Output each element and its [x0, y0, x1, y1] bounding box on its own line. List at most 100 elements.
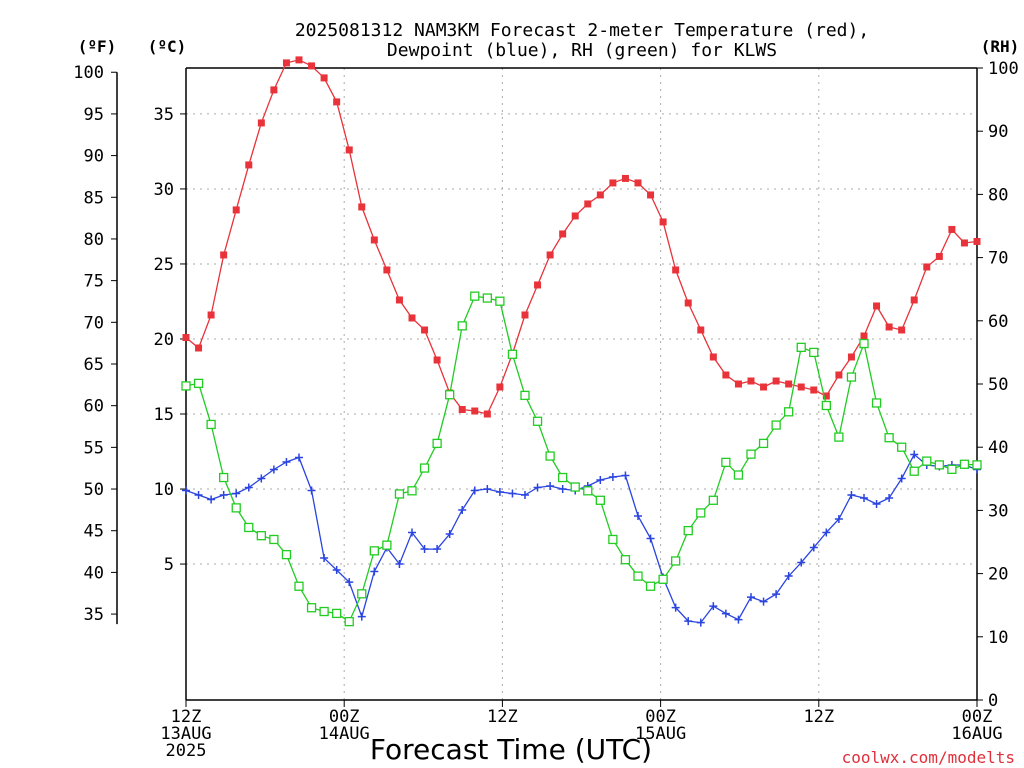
- temperature-point: [873, 302, 881, 310]
- dewpoint-point: [897, 474, 906, 483]
- temperature-point: [923, 263, 931, 271]
- fahrenheit-tick-label: 100: [73, 63, 104, 83]
- temperature-point: [822, 392, 830, 400]
- celsius-tick-label: 15: [154, 405, 174, 425]
- temperature-point: [383, 266, 391, 274]
- temperature-point: [810, 386, 818, 394]
- rh-point: [922, 456, 932, 466]
- rh-point: [231, 503, 241, 513]
- dewpoint-point: [834, 515, 843, 524]
- rh-point: [457, 321, 467, 331]
- rh-point: [821, 400, 831, 411]
- dewpoint-point: [508, 489, 517, 498]
- dewpoint-point: [194, 491, 203, 500]
- rh-point: [445, 390, 455, 400]
- temperature-point: [308, 62, 316, 70]
- rh-tick-label: 80: [988, 185, 1008, 205]
- fahrenheit-tick-label: 80: [84, 230, 104, 250]
- celsius-tick-label: 30: [154, 180, 174, 200]
- temperature-point: [270, 86, 278, 94]
- temperature-point: [282, 59, 290, 67]
- rh-point: [357, 589, 367, 599]
- dewpoint-point: [860, 494, 868, 503]
- rh-point: [382, 540, 392, 550]
- time-tick-label: 16AUG: [951, 724, 1002, 744]
- dewpoint-point: [608, 473, 617, 482]
- temperature-point: [847, 353, 855, 361]
- fahrenheit-tick-label: 90: [84, 147, 104, 167]
- time-tick-label: 13AUG: [160, 724, 211, 744]
- celsius-tick-label: 25: [154, 255, 174, 275]
- rh-point: [470, 291, 480, 301]
- temperature-point: [333, 98, 341, 106]
- dewpoint-point: [596, 476, 605, 485]
- temperature-point: [207, 311, 215, 319]
- rh-point: [846, 372, 857, 382]
- time-tick-label: 12Z: [487, 707, 518, 727]
- celsius-unit-label: (ºC): [148, 37, 187, 56]
- rh-tick-label: 90: [988, 122, 1008, 142]
- rh-unit-label: (RH): [981, 37, 1020, 56]
- dewpoint-point: [307, 486, 316, 495]
- dewpoint-point: [671, 603, 680, 612]
- celsius-tick-label: 10: [154, 480, 174, 500]
- rh-line: [185, 295, 978, 623]
- rh-point: [193, 378, 204, 389]
- dewpoint-point: [458, 506, 467, 515]
- rh-tick-label: 20: [988, 565, 1008, 585]
- temperature-point: [345, 146, 353, 154]
- dewpoint-point: [910, 450, 919, 459]
- celsius-tick-label: 5: [164, 555, 174, 575]
- rh-point: [206, 419, 216, 430]
- dewpoint-point: [885, 494, 894, 503]
- dewpoint-point: [797, 558, 806, 567]
- dewpoint-point: [558, 485, 567, 494]
- dewpoint-point: [370, 567, 379, 576]
- temperature-point: [960, 239, 968, 247]
- temperature-point: [785, 380, 793, 388]
- fahrenheit-tick-label: 60: [84, 397, 104, 417]
- rh-point: [583, 486, 593, 496]
- celsius-tick-label: 35: [154, 105, 174, 125]
- rh-point: [244, 522, 254, 533]
- dewpoint-point: [784, 572, 793, 581]
- temperature-point: [948, 225, 956, 233]
- fahrenheit-tick-label: 45: [84, 522, 104, 542]
- time-tick-label: 00Z: [645, 707, 676, 727]
- rh-point: [972, 460, 982, 470]
- rh-point: [897, 442, 907, 452]
- chart-title-line1: 2025081312 NAM3KM Forecast 2-meter Tempe…: [295, 20, 869, 41]
- dewpoint-point: [822, 528, 831, 537]
- rh-point: [746, 449, 756, 459]
- rh-tick-label: 70: [988, 249, 1008, 269]
- dewpoint-point: [357, 612, 366, 621]
- chart-title-line2: Dewpoint (blue), RH (green) for KLWS: [387, 40, 777, 61]
- rh-point: [482, 293, 492, 303]
- time-tick-label: 2025: [166, 741, 207, 761]
- temperature-point: [647, 191, 655, 199]
- dewpoint-point: [709, 602, 718, 611]
- rh-point: [294, 581, 304, 591]
- temperature-point: [584, 200, 592, 208]
- source-credit: coolwx.com/modelts: [842, 748, 1015, 767]
- rh-point: [959, 459, 970, 469]
- temperature-point: [973, 237, 981, 245]
- dewpoint-line: [185, 453, 978, 624]
- dewpoint-point: [872, 500, 881, 509]
- temperature-point: [421, 326, 429, 334]
- rh-point: [545, 451, 555, 461]
- rh-tick-label: 100: [988, 59, 1019, 79]
- rh-point: [219, 472, 229, 483]
- rh-point: [608, 534, 618, 545]
- temperature-point: [257, 119, 265, 127]
- rh-point: [595, 495, 605, 505]
- rh-point: [319, 606, 329, 617]
- rh-point: [432, 438, 442, 449]
- rh-point: [733, 470, 744, 480]
- fahrenheit-tick-label: 35: [84, 605, 104, 625]
- temperature-point: [760, 383, 768, 391]
- fahrenheit-tick-label: 65: [84, 355, 104, 375]
- temperature-point: [521, 311, 529, 319]
- temperature-point: [621, 174, 629, 182]
